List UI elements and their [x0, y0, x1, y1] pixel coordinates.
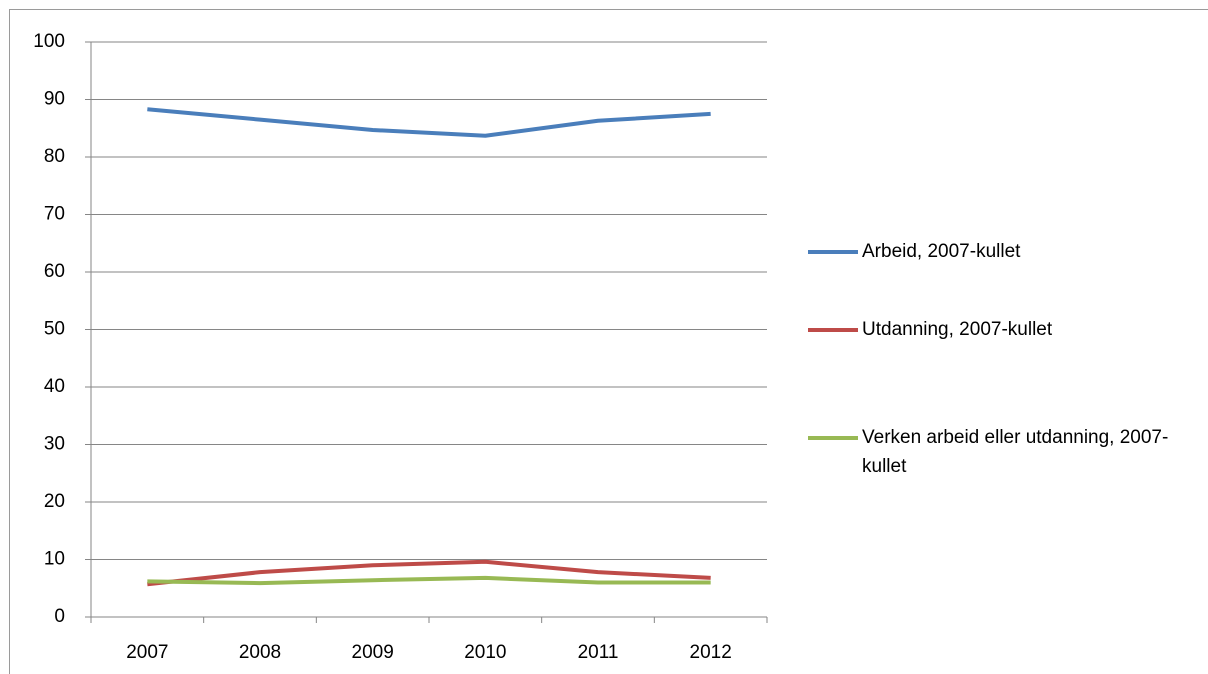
y-tick-label: 70	[44, 204, 65, 225]
y-tick-label: 90	[44, 89, 65, 110]
legend-label: Utdanning, 2007-kullet	[862, 319, 1053, 340]
x-tick-label: 2009	[352, 642, 394, 663]
y-tick-label: 60	[44, 261, 65, 282]
legend-label: Verken arbeid eller utdanning, 2007-kull…	[862, 427, 1169, 477]
y-tick-label: 100	[33, 31, 65, 52]
y-tick-label: 30	[44, 434, 65, 455]
y-tick-label: 80	[44, 146, 65, 167]
x-tick-label: 2008	[239, 642, 281, 663]
series-line	[147, 107, 711, 138]
x-tick-label: 2010	[464, 642, 506, 663]
series-line	[147, 559, 711, 587]
x-tick-label: 2012	[690, 642, 732, 663]
y-tick-label: 0	[54, 606, 65, 627]
legend-label: Arbeid, 2007-kullet	[862, 241, 1021, 262]
y-tick-label: 10	[44, 549, 65, 570]
x-tick-label: 2007	[126, 642, 168, 663]
y-tick-label: 20	[44, 491, 65, 512]
y-tick-label: 50	[44, 319, 65, 340]
chart-frame	[9, 9, 1208, 674]
series-line	[147, 575, 711, 586]
y-tick-label: 40	[44, 376, 65, 397]
x-tick-label: 2011	[578, 642, 619, 663]
